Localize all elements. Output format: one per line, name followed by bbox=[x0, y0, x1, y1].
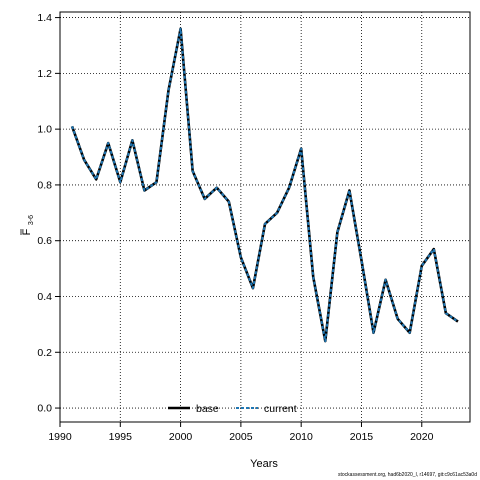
x-axis: 1990 1995 2000 2005 2010 2015 2020 bbox=[48, 422, 434, 443]
x-tick-label: 2020 bbox=[410, 431, 434, 443]
x-tick-label: 1990 bbox=[48, 431, 72, 443]
series-lines bbox=[70, 27, 459, 343]
y-tick-label: 0.4 bbox=[37, 291, 52, 303]
y-axis: 0.0 0.2 0.4 0.6 0.8 1.0 1.2 1.4 bbox=[37, 12, 60, 415]
legend-label-current: current bbox=[264, 403, 297, 415]
x-tick-label: 2005 bbox=[229, 431, 253, 443]
series-line-current bbox=[71, 27, 459, 343]
y-tick-label: 0.6 bbox=[37, 235, 52, 247]
y-axis-title-main: F bbox=[21, 228, 33, 235]
y-axis-title: F 3-6 bbox=[20, 215, 35, 235]
legend-label-base: base bbox=[196, 403, 219, 415]
y-tick-label: 1.4 bbox=[37, 12, 52, 24]
y-tick-label: 1.2 bbox=[37, 68, 52, 80]
y-tick-label: 0.2 bbox=[37, 347, 52, 359]
x-tick-label: 2000 bbox=[169, 431, 193, 443]
legend: base current bbox=[168, 403, 297, 415]
y-axis-title-subscript: 3-6 bbox=[28, 215, 35, 225]
x-axis-title: Years bbox=[250, 458, 278, 470]
grid-lines bbox=[60, 12, 470, 422]
y-tick-label: 1.0 bbox=[37, 124, 52, 136]
y-tick-label: 0.8 bbox=[37, 179, 52, 191]
x-tick-label: 2010 bbox=[289, 431, 313, 443]
footer-credit: stockassessment.org, had6b2020_l, r14697… bbox=[338, 472, 477, 478]
plot-frame bbox=[59, 11, 471, 423]
y-tick-label: 0.0 bbox=[37, 403, 52, 415]
x-tick-label: 1995 bbox=[109, 431, 133, 443]
x-tick-label: 2015 bbox=[350, 431, 374, 443]
